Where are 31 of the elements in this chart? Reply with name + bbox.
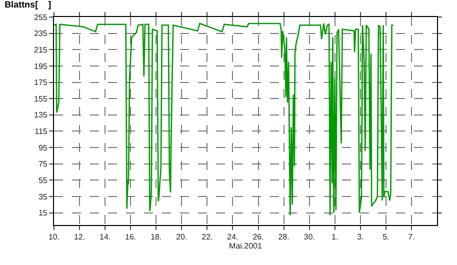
x-tick-label: 26. <box>252 232 264 242</box>
line-series <box>54 22 394 216</box>
x-tick-label: 1. <box>332 232 338 242</box>
y-tick-label: 135 <box>34 110 48 120</box>
x-tick-label: 30. <box>304 232 315 242</box>
x-tick-label: 3. <box>357 232 364 242</box>
y-tick-label: 55 <box>38 176 48 185</box>
chart-title: Blattns[ ] <box>4 0 52 10</box>
x-tick-label: 12. <box>74 232 86 242</box>
y-tick-label: 35 <box>38 192 48 202</box>
y-tick-label: 255 <box>34 12 48 22</box>
x-tick-label: 28. <box>278 232 290 242</box>
y-tick-label: 175 <box>34 78 48 88</box>
x-tick-label: 7. <box>408 232 415 242</box>
y-tick-label: 155 <box>34 94 48 104</box>
y-tick-label: 95 <box>38 143 48 152</box>
y-tick-label: 195 <box>34 62 48 71</box>
y-tick-label: 75 <box>38 160 48 169</box>
x-tick-label: 18. <box>150 232 162 242</box>
x-tick-label: 14. <box>100 232 111 242</box>
y-tick-label: 15 <box>38 208 48 218</box>
x-tick-label: 16. <box>125 232 136 242</box>
x-tick-label: 10. <box>48 232 60 242</box>
x-tick-label: 20. <box>176 232 188 242</box>
y-tick-label: 235 <box>34 29 48 38</box>
x-axis-title: Mai.2001 <box>229 242 262 251</box>
x-tick-label: 22. <box>202 232 213 242</box>
x-tick-label: 24. <box>227 232 238 242</box>
y-tick-label: 115 <box>34 127 48 136</box>
y-tick-label: 215 <box>34 45 48 54</box>
x-tick-label: 5. <box>382 232 390 242</box>
